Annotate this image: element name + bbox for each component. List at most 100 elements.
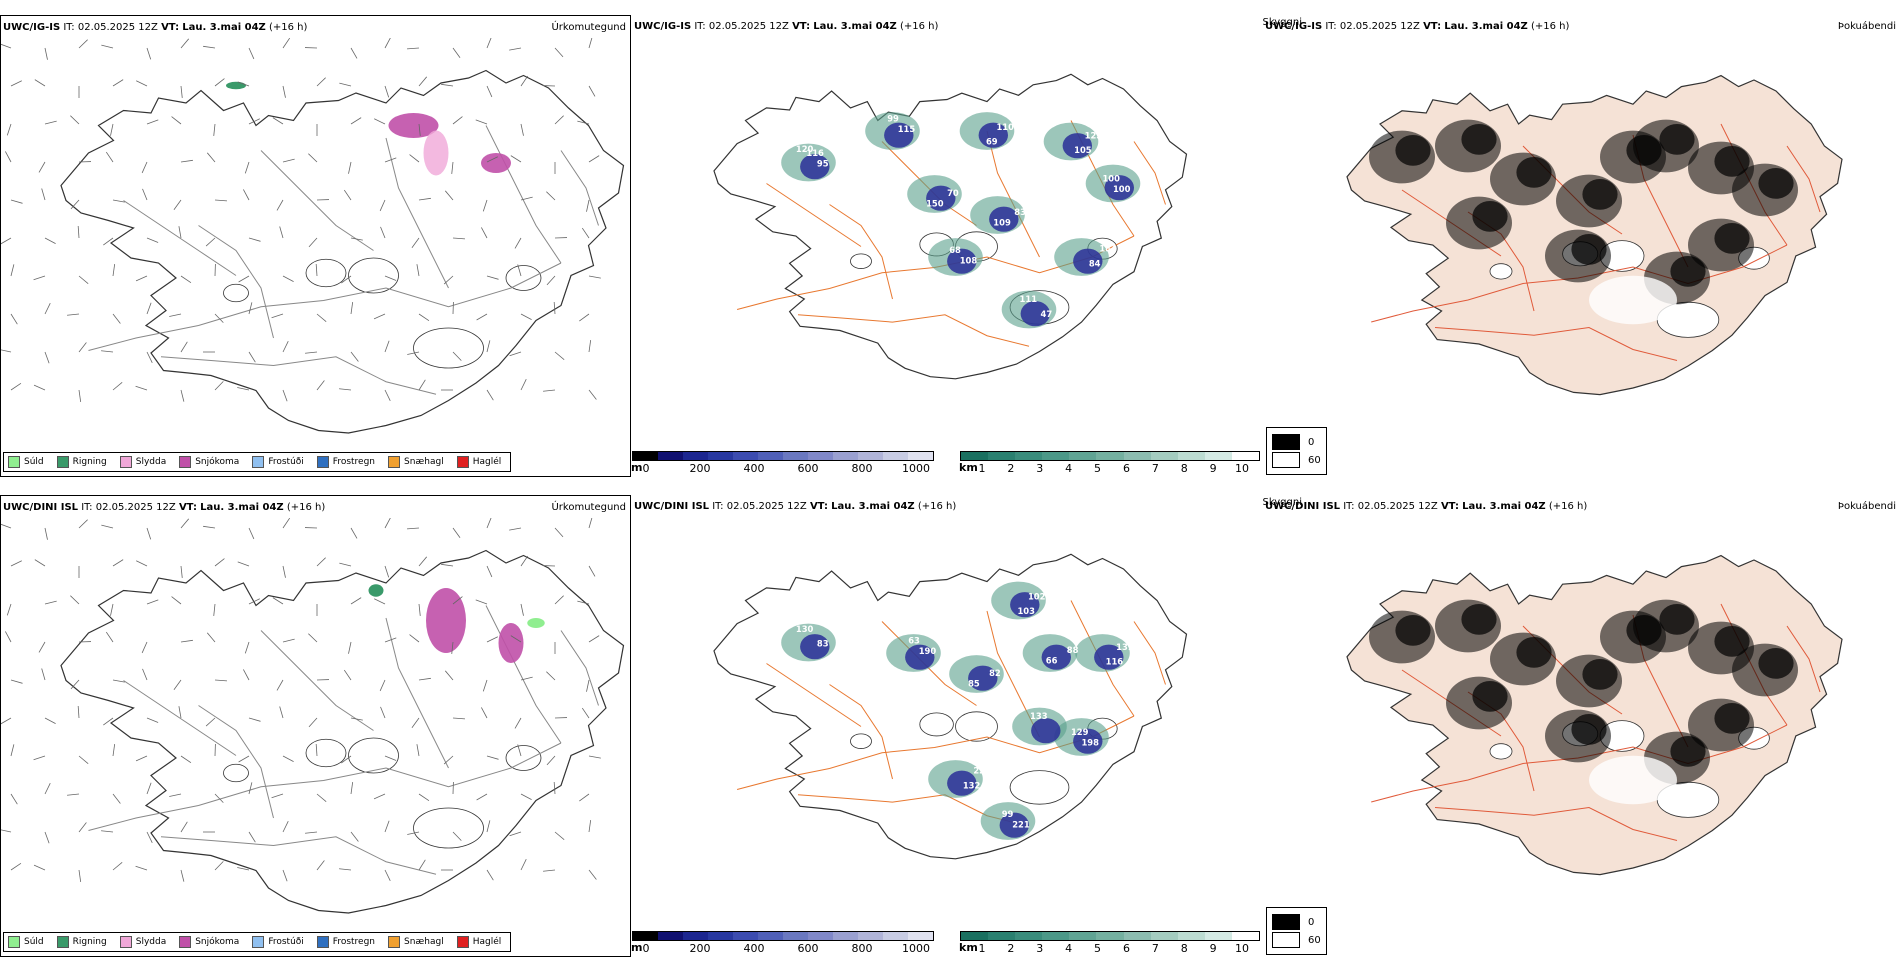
wind-barb <box>547 756 555 765</box>
colorbar-tick: 400 <box>744 942 765 955</box>
wind-barb <box>351 832 358 841</box>
wind-barb <box>147 718 158 722</box>
wind-barb <box>351 48 357 58</box>
wind-barb <box>419 557 427 566</box>
wind-barb <box>339 869 351 870</box>
wind-barb <box>249 238 261 241</box>
wind-barb <box>78 226 79 238</box>
wind-barb <box>385 566 389 577</box>
legend-swatch <box>1272 434 1300 450</box>
lake-outline <box>851 254 872 269</box>
cloud-base-label: 84 <box>1089 258 1101 268</box>
wind-barb <box>280 226 283 238</box>
wind-barb <box>181 519 189 528</box>
wind-barb <box>380 200 385 211</box>
lake-outline <box>414 808 484 848</box>
wind-barb <box>45 303 50 314</box>
wind-barb <box>249 302 252 314</box>
precip-type-panel: UWC/DINI ISL IT: 02.05.2025 12Z VT: Lau.… <box>0 495 631 957</box>
precip-legend-item: Súld <box>4 455 53 469</box>
wind-barb <box>174 200 181 210</box>
precip-legend-item: Snjókoma <box>175 455 248 469</box>
colorbar-swatch <box>733 452 758 460</box>
wind-barb <box>381 707 385 718</box>
wind-barb <box>206 238 215 246</box>
wind-barb <box>101 351 113 352</box>
wind-barb <box>34 276 45 280</box>
wind-barb <box>417 264 419 276</box>
wind-barb <box>249 832 255 842</box>
wind-barb <box>113 862 122 870</box>
wind-barb <box>147 238 158 242</box>
precip-legend-item: Frostúði <box>248 455 312 469</box>
wind-barb <box>249 718 261 721</box>
wind-barb <box>79 870 81 882</box>
wind-barb <box>101 831 113 832</box>
wind-barb <box>113 744 115 756</box>
colorbar-tick: 6 <box>1123 942 1130 955</box>
wind-barb <box>113 560 123 566</box>
road-line <box>561 631 599 706</box>
wind-barb <box>412 718 419 728</box>
wind-barb <box>477 794 487 800</box>
precip-legend-item: Slydda <box>116 455 175 469</box>
wind-barb <box>317 78 326 86</box>
road-line <box>830 685 893 780</box>
wind-barb <box>589 636 599 642</box>
cloud-base-label: 68 <box>949 245 961 255</box>
wind-barb <box>45 528 47 540</box>
wind-barb <box>106 152 113 162</box>
cloud-base-label: 222 <box>973 766 991 776</box>
wind-barb <box>308 634 317 642</box>
lake-outline <box>306 259 346 287</box>
wind-barb <box>181 39 189 48</box>
colorbar-swatch <box>1015 452 1042 460</box>
wind-barb <box>317 314 326 322</box>
colorbar-swatch <box>758 452 783 460</box>
colorbar-swatch <box>708 932 733 940</box>
road-line <box>261 151 374 251</box>
cloud-base-label: 100 <box>1103 173 1121 183</box>
colorbar-unit: m <box>631 461 642 474</box>
legend-label: Súld <box>24 937 44 947</box>
wind-barb <box>579 794 589 801</box>
wind-barb <box>385 870 390 881</box>
wind-barb <box>521 859 526 870</box>
colorbar-swatch <box>633 932 658 940</box>
precip-legend-item: Slydda <box>116 935 175 949</box>
wind-barb <box>249 352 255 362</box>
wind-barb <box>79 343 86 352</box>
precip-title: Úrkomutegund <box>551 502 626 513</box>
wind-barb <box>521 794 532 800</box>
wind-barb <box>521 379 526 390</box>
colorbar-swatch <box>833 932 858 940</box>
wind-barb <box>521 124 523 136</box>
wind-barb <box>351 598 361 604</box>
wind-barb <box>249 48 254 59</box>
precip-legend-item: Snæhagl <box>384 455 453 469</box>
lake-outline <box>956 712 998 741</box>
wind-barb <box>34 385 45 390</box>
wind-barb <box>339 83 351 86</box>
wind-barb <box>181 276 191 283</box>
precip-legend-item: Snæhagl <box>384 935 453 949</box>
wind-barb <box>444 756 453 764</box>
wind-barb <box>283 821 288 832</box>
cloud-base-label: 70 <box>947 188 959 198</box>
legend-swatch <box>317 456 329 468</box>
wind-barb <box>143 669 147 680</box>
legend-swatch <box>120 456 132 468</box>
wind-barb <box>283 390 287 401</box>
wind-barb <box>555 832 564 840</box>
wind-barb <box>481 707 487 718</box>
wind-barb <box>215 381 223 390</box>
colorbar-swatch <box>658 932 683 940</box>
wind-barb <box>555 48 563 57</box>
cloud-base-label: 99 <box>1002 809 1014 819</box>
legend-label: Frostúði <box>268 937 303 947</box>
wind-barb <box>589 518 592 528</box>
wind-barb <box>589 820 591 832</box>
cloud-base-label: 109 <box>993 217 1011 227</box>
wind-barb <box>215 861 223 870</box>
